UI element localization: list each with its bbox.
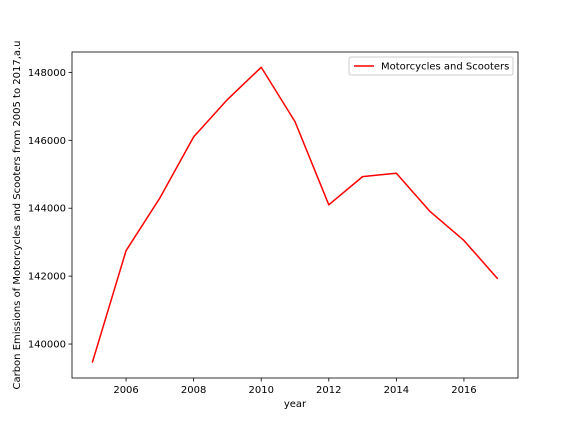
x-tick-label: 2006 (113, 385, 138, 396)
plot-area (91, 66, 499, 363)
y-tick-label: 140000 (28, 340, 66, 351)
x-tick-label: 2012 (316, 385, 341, 396)
x-tick-label: 2014 (384, 385, 409, 396)
x-tick-label: 2016 (451, 385, 476, 396)
x-tick-label: 2008 (181, 385, 206, 396)
y-axis-label: Carbon Emissions of Motorcycles and Scoo… (12, 40, 23, 389)
y-tick-label: 144000 (28, 204, 66, 215)
legend: Motorcycles and Scooters (348, 56, 514, 76)
axes: 2006 2008 2010 2012 2014 2016 140000 142000 1440… (28, 51, 519, 396)
x-tick-label: 2010 (248, 385, 273, 396)
axes-frame (71, 51, 519, 379)
legend-label: Motorcycles and Scooters (381, 62, 509, 73)
y-tick-label: 148000 (28, 68, 66, 79)
y-tick-label: 142000 (28, 272, 66, 283)
legend-box (348, 56, 514, 76)
y-tick-label: 146000 (28, 136, 66, 147)
x-axis-label: year (284, 399, 307, 410)
series-line-0 (91, 66, 499, 363)
